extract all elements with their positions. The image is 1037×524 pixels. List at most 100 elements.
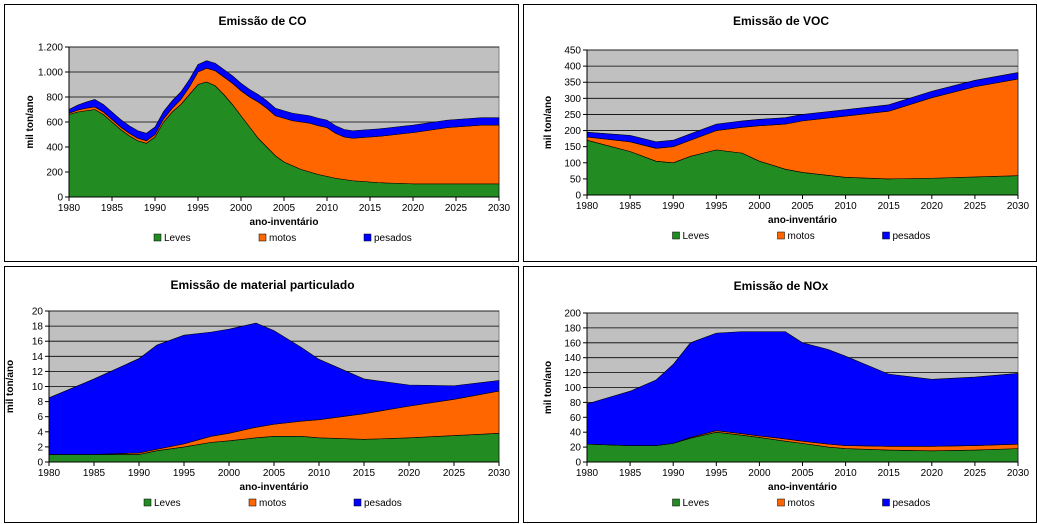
- y-tick-label: 400: [46, 143, 63, 154]
- y-tick-label: 6: [37, 412, 43, 423]
- legend-swatch-leves: [153, 233, 162, 242]
- y-tick-label: 100: [564, 383, 581, 394]
- x-tick-label: 2000: [218, 468, 241, 479]
- x-tick-label: 2025: [443, 468, 466, 479]
- x-tick-label: 1985: [619, 468, 642, 479]
- x-tick-label: 1985: [83, 468, 106, 479]
- y-tick-label: 2: [37, 442, 43, 453]
- chart-co: Emissão de CO 0 200 400 600 800 1.000 1.200 1980…: [25, 14, 511, 244]
- chart-title: Emissão de VOC: [733, 14, 829, 28]
- x-tick-label: 2030: [488, 468, 511, 479]
- x-axis-label: ano-inventário: [240, 482, 309, 493]
- y-tick-label: 8: [37, 397, 43, 408]
- x-tick-label: 1995: [187, 203, 210, 214]
- chart-particulate: Emissão de material particulado 0 2 4 6 8 10 12…: [5, 278, 511, 509]
- x-tick-label: 2020: [402, 203, 425, 214]
- x-tick-label: 2025: [964, 468, 987, 479]
- legend-swatch-pesados: [363, 233, 372, 242]
- y-tick-label: 0: [575, 458, 581, 469]
- legend-swatch-motos: [248, 498, 257, 507]
- x-tick-label: 2000: [748, 201, 771, 212]
- legend-swatch-motos: [258, 233, 267, 242]
- x-tick-label: 2015: [878, 468, 901, 479]
- x-tick-label: 2025: [445, 203, 468, 214]
- y-tick-label: 600: [46, 118, 63, 129]
- y-tick-label: 200: [46, 168, 63, 179]
- x-tick-label: 2005: [791, 201, 814, 212]
- x-tick-label: 1980: [576, 468, 599, 479]
- chart-panel-nox: Emissão de NOx 0 20 40 60 80 100 120 140 160 180 20…: [523, 266, 1037, 523]
- y-tick-label: 150: [564, 142, 581, 153]
- x-tick-label: 2015: [353, 468, 376, 479]
- y-axis-label: mil ton/ano: [543, 96, 554, 149]
- chart-nox: Emissão de NOx 0 20 40 60 80 100 120 140 160 180 20…: [543, 279, 1030, 509]
- y-tick-label: 1.200: [38, 43, 63, 54]
- x-tick-label: 1985: [101, 203, 124, 214]
- y-axis-label: mil ton/ano: [5, 360, 16, 413]
- x-axis-label: ano-inventário: [250, 217, 319, 228]
- y-tick-label: 1.000: [38, 68, 63, 79]
- y-tick-label: 10: [32, 382, 44, 393]
- area-pesados: [48, 322, 500, 455]
- x-tick-label: 2025: [964, 201, 987, 212]
- x-tick-label: 2030: [488, 203, 511, 214]
- x-axis-label: ano-inventário: [768, 215, 837, 226]
- x-tick-label: 2020: [398, 468, 421, 479]
- chart-voc: Emissão de VOC 0 50 100 150 200 250 300 350 400 45…: [543, 14, 1030, 242]
- x-tick-label: 1990: [662, 468, 685, 479]
- x-tick-label: 2020: [921, 468, 944, 479]
- y-tick-label: 40: [570, 428, 582, 439]
- y-axis-label: mil ton/ano: [25, 95, 36, 148]
- y-tick-label: 180: [564, 323, 581, 334]
- y-tick-label: 0: [37, 458, 43, 469]
- y-tick-label: 120: [564, 368, 581, 379]
- legend-label-leves: Leves: [154, 498, 181, 509]
- y-tick-label: 20: [32, 307, 44, 318]
- y-tick-label: 200: [564, 126, 581, 137]
- legend-swatch-pesados: [353, 498, 362, 507]
- x-tick-label: 2010: [308, 468, 331, 479]
- y-tick-label: 60: [570, 413, 582, 424]
- y-tick-label: 140: [564, 353, 581, 364]
- legend-label-leves: Leves: [683, 498, 710, 509]
- area-pesados: [68, 60, 500, 142]
- chart-panel-co: Emissão de CO 0 200 400 600 800 1.000 1.200 1980…: [4, 4, 519, 262]
- y-tick-label: 300: [564, 94, 581, 105]
- x-tick-label: 1980: [38, 468, 61, 479]
- x-tick-label: 2010: [316, 203, 339, 214]
- legend-label-pesados: pesados: [893, 231, 931, 242]
- legend-label-pesados: pesados: [364, 498, 402, 509]
- x-tick-label: 1995: [173, 468, 196, 479]
- x-tick-label: 1980: [58, 203, 81, 214]
- x-tick-label: 2005: [263, 468, 286, 479]
- y-tick-label: 4: [37, 427, 43, 438]
- x-tick-label: 2010: [834, 468, 857, 479]
- x-tick-label: 2030: [1007, 201, 1030, 212]
- chart-title: Emissão de NOx: [734, 279, 829, 293]
- x-tick-label: 2030: [1007, 468, 1030, 479]
- x-tick-label: 1990: [128, 468, 151, 479]
- x-tick-label: 1995: [705, 201, 728, 212]
- x-tick-label: 2005: [791, 468, 814, 479]
- x-tick-label: 2000: [230, 203, 253, 214]
- legend-label-motos: motos: [788, 498, 815, 509]
- y-tick-label: 50: [570, 174, 582, 185]
- x-tick-label: 2000: [748, 468, 771, 479]
- legend-label-pesados: pesados: [374, 233, 412, 244]
- legend-label-pesados: pesados: [893, 498, 931, 509]
- area-pesados: [586, 72, 1019, 149]
- legend-swatch-pesados: [882, 231, 890, 240]
- legend-label-leves: Leves: [683, 231, 710, 242]
- x-tick-label: 1990: [662, 201, 685, 212]
- legend-swatch-motos: [777, 498, 785, 507]
- y-tick-label: 160: [564, 338, 581, 349]
- y-tick-label: 14: [32, 352, 44, 363]
- y-tick-label: 450: [564, 46, 581, 57]
- area-pesados: [586, 331, 1019, 447]
- chart-panel-voc: Emissão de VOC 0 50 100 150 200 250 300 350 400 45…: [523, 4, 1037, 262]
- x-tick-label: 2015: [359, 203, 382, 214]
- legend-label-leves: Leves: [164, 233, 191, 244]
- legend-swatch-leves: [672, 498, 680, 507]
- legend-swatch-motos: [777, 231, 785, 240]
- x-tick-label: 2015: [878, 201, 901, 212]
